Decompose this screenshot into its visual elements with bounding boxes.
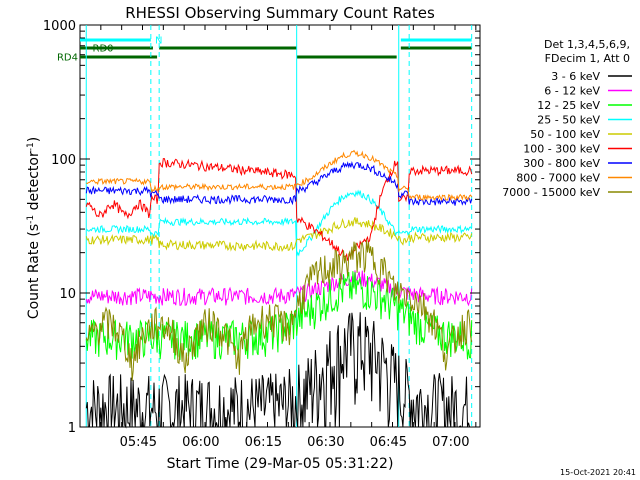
flag-bars: N RD0 RD4 xyxy=(57,36,472,64)
series-group xyxy=(85,149,473,429)
plot-area xyxy=(79,24,481,428)
legend-label: 25 - 50 keV xyxy=(537,114,600,127)
footer-date: 15-Oct-2021 20:41 xyxy=(560,468,636,477)
legend: Det 1,3,4,5,6,9,FDecim 1, Att 0 3 - 6 keV… xyxy=(502,38,632,199)
series-line xyxy=(85,160,473,206)
legend-label: 6 - 12 keV xyxy=(544,85,600,98)
y-tick-label: 1000 xyxy=(43,19,76,34)
x-tick-label: 06:15 xyxy=(245,435,282,450)
x-tick-label: 06:00 xyxy=(182,435,219,450)
flag-label: RD0 xyxy=(93,44,114,55)
x-axis-label: Start Time (29-Mar-05 05:31:22) xyxy=(167,456,394,472)
flag-label: N xyxy=(155,36,162,47)
y-tick-label: 10 xyxy=(59,287,76,302)
x-axis: 05:45 06:00 06:15 06:30 06:45 07:00 xyxy=(79,25,477,450)
chart-title: RHESSI Observing Summary Count Rates xyxy=(125,4,435,22)
y-tick-label: 1 xyxy=(68,421,76,436)
legend-header: FDecim 1, Att 0 xyxy=(545,52,630,65)
x-tick-label: 05:45 xyxy=(120,435,157,450)
series-line xyxy=(85,217,473,252)
legend-label: 12 - 25 keV xyxy=(537,99,600,112)
y-axis-label: Count Rate (s-1 detector-1) xyxy=(26,137,42,319)
legend-label: 800 - 7000 keV xyxy=(516,172,600,185)
x-tick-label: 07:00 xyxy=(432,435,469,450)
mode-change-lines xyxy=(85,25,473,427)
series-line xyxy=(85,312,472,429)
series-line xyxy=(85,189,473,257)
series-line xyxy=(85,239,473,381)
flag-label: RD4 xyxy=(57,53,78,64)
x-tick-label: 06:45 xyxy=(370,435,407,450)
legend-label: 300 - 800 keV xyxy=(523,157,600,170)
series-line xyxy=(85,158,473,261)
series-line xyxy=(86,149,473,202)
legend-label: 3 - 6 keV xyxy=(551,70,600,83)
legend-label: 7000 - 15000 keV xyxy=(502,186,600,199)
series-line xyxy=(85,270,473,307)
legend-header: Det 1,3,4,5,6,9, xyxy=(544,38,630,51)
y-axis: 1 10 100 1000 xyxy=(43,19,480,436)
legend-label: 50 - 100 keV xyxy=(530,128,600,141)
x-tick-label: 06:30 xyxy=(307,435,344,450)
legend-label: 100 - 300 keV xyxy=(523,143,600,156)
y-tick-label: 100 xyxy=(51,153,76,168)
